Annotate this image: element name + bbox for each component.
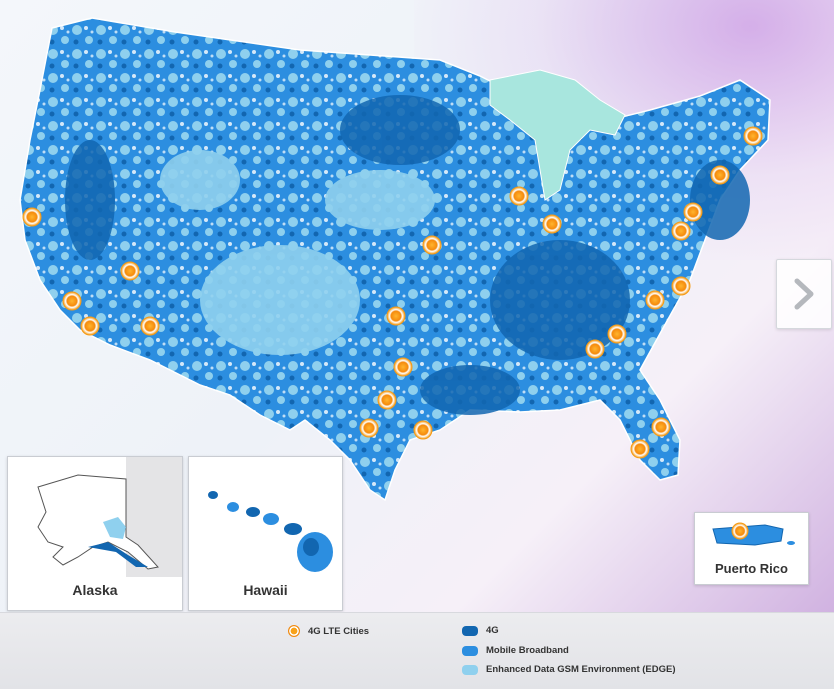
map-legend: 4G LTE Cities 4G Mobile Broadband Enhanc… (0, 612, 834, 689)
lte-city-marker (509, 186, 529, 206)
legend-lte-cities: 4G LTE Cities (288, 625, 369, 637)
lte-city-marker (671, 221, 691, 241)
mobile-broadband-swatch (462, 645, 478, 656)
great-lakes (489, 69, 626, 201)
next-map-button[interactable] (776, 259, 832, 329)
lte-city-marker (645, 290, 665, 310)
hawaii-label: Hawaii (243, 582, 288, 598)
edge-coverage-areas (160, 150, 435, 355)
lte-city-marker (359, 418, 379, 438)
lte-city-markers (22, 126, 763, 459)
legend-4g-label: 4G (486, 625, 499, 636)
puerto-rico-inset[interactable]: Puerto Rico (694, 512, 809, 585)
contiguous-us-shape (19, 17, 771, 502)
lte-city-marker (422, 235, 442, 255)
edge-swatch (462, 664, 478, 675)
legend-4g: 4G (462, 625, 499, 636)
legend-edge: Enhanced Data GSM Environment (EDGE) (462, 664, 676, 675)
lte-city-marker (80, 316, 100, 336)
alaska-label: Alaska (72, 582, 118, 598)
lte-city-marker (140, 316, 160, 336)
legend-lte-cities-label: 4G LTE Cities (308, 625, 370, 637)
lte-city-marker (413, 420, 433, 440)
lte-city-marker (743, 126, 763, 146)
lte-city-marker (386, 306, 406, 326)
hawaii-map (208, 491, 333, 572)
lte-city-marker (542, 214, 562, 234)
lte-city-marker (377, 390, 397, 410)
4g-swatch (462, 625, 478, 636)
lte-city-marker (710, 165, 730, 185)
puerto-rico-map (712, 522, 795, 546)
lte-city-marker (683, 202, 703, 222)
lte-city-marker (671, 276, 691, 296)
us-coverage-map (19, 17, 771, 502)
4g-coverage-areas (65, 95, 750, 415)
lte-city-marker (22, 207, 42, 227)
lte-city-marker (607, 324, 627, 344)
legend-edge-label: Enhanced Data GSM Environment (EDGE) (486, 664, 676, 675)
puerto-rico-label: Puerto Rico (715, 561, 788, 576)
chevron-right-icon (794, 278, 814, 310)
lte-city-marker (120, 261, 140, 281)
lte-city-marker (651, 417, 671, 437)
lte-city-marker-icon (288, 625, 300, 637)
lte-city-marker (630, 439, 650, 459)
legend-mobile-broadband: Mobile Broadband (462, 645, 569, 656)
lte-city-marker (62, 291, 82, 311)
alaska-map (37, 457, 182, 577)
legend-mobile-broadband-label: Mobile Broadband (486, 645, 569, 656)
lte-city-marker (393, 357, 413, 377)
alaska-inset[interactable]: Alaska (7, 456, 183, 611)
hawaii-inset[interactable]: Hawaii (188, 456, 343, 611)
lte-city-marker (585, 339, 605, 359)
